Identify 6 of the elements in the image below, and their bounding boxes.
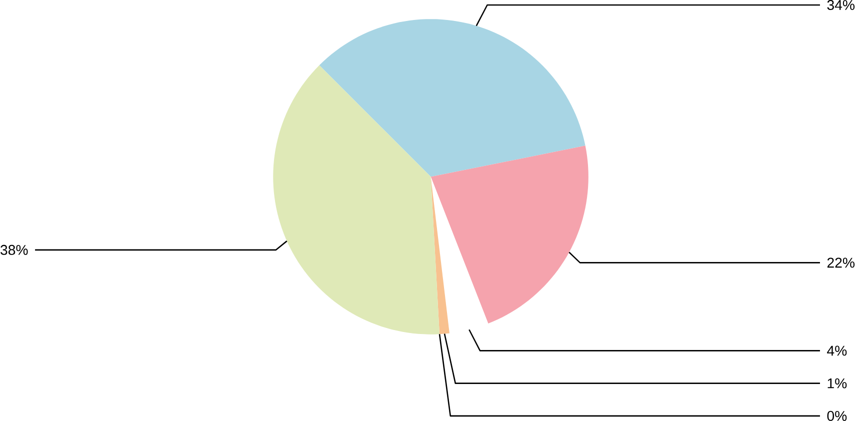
data-label: 38% [0, 244, 28, 255]
data-label: 34% [827, 0, 854, 10]
data-label: 4% [827, 346, 847, 356]
data-label: 22% [827, 258, 854, 268]
text: 0% [827, 410, 847, 421]
data-label: 1% [828, 378, 847, 388]
